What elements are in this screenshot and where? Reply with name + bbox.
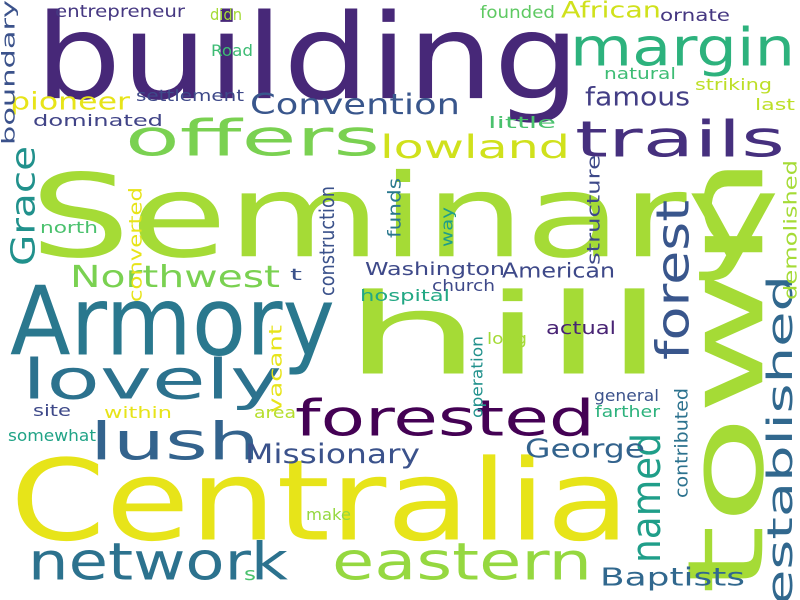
word-settlement: settlement: [136, 87, 244, 106]
word-ornate: ornate: [660, 6, 730, 26]
word-construction: construction: [315, 186, 340, 296]
word-structure: structure: [583, 155, 605, 265]
word-network: network: [28, 532, 288, 593]
word-funds: funds: [384, 178, 406, 238]
word-last: last: [755, 96, 795, 115]
word-founded: founded: [480, 3, 555, 23]
word-road: Road: [211, 42, 253, 61]
word-african: African: [561, 0, 661, 24]
word-hospital: hospital: [360, 287, 450, 306]
word-dominated: dominated: [33, 112, 163, 131]
word-building: building: [35, 0, 580, 127]
word-demolished: demolished: [780, 160, 800, 300]
word-trails: trails: [575, 110, 785, 169]
word-s: s: [244, 563, 256, 585]
word-natural: natural: [604, 65, 676, 84]
word-north: north: [40, 219, 98, 238]
word-farther: farther: [595, 403, 660, 422]
word-entrepreneur: entrepreneur: [55, 2, 185, 22]
word-site: site: [33, 402, 71, 421]
word-area: area: [254, 404, 296, 423]
word-make: make: [306, 506, 351, 525]
word-little: little: [488, 114, 556, 133]
word-established: established: [759, 275, 800, 600]
word-forested: forested: [295, 389, 595, 448]
word-pioneer: pioneer: [10, 88, 130, 116]
word-grace: Grace: [4, 146, 43, 266]
word-long: long: [487, 330, 527, 349]
word-northwest: Northwest: [70, 259, 280, 295]
word-lovely: lovely: [22, 348, 282, 413]
word-general: general: [594, 387, 659, 406]
word-vacant: vacant: [265, 325, 287, 413]
word-within: within: [104, 404, 172, 423]
word-lush: lush: [90, 412, 260, 473]
word-boundary: boundary: [0, 0, 20, 146]
word-t: t: [290, 266, 302, 285]
word-armory: Armory: [10, 267, 335, 378]
word-church: church: [432, 277, 495, 296]
word-eastern: eastern: [332, 532, 592, 593]
word-converted: converted: [125, 187, 147, 302]
word-missionary: Missionary: [245, 438, 420, 470]
word-way: way: [438, 207, 457, 247]
word-american: American: [502, 260, 615, 284]
word-seminary: Seminary: [30, 150, 780, 285]
word-forest: forest: [646, 200, 700, 360]
word-offers: offers: [125, 109, 380, 168]
word-contributed: contributed: [671, 388, 693, 498]
word-baptists: Baptists: [600, 563, 745, 592]
word-convention: Convention: [250, 89, 460, 122]
word-hill: hill: [343, 269, 665, 401]
word-operation: operation: [468, 336, 487, 418]
word-didn: didn: [210, 6, 242, 25]
word-george: George: [525, 433, 645, 464]
word-margin: margin: [570, 17, 795, 79]
word-washington: Washington: [365, 258, 505, 280]
word-somewhat: somewhat: [8, 427, 96, 446]
word-famous: famous: [585, 81, 690, 112]
word-actual: actual: [546, 317, 616, 339]
word-lowland: lowland: [380, 129, 570, 167]
word-striking: striking: [695, 76, 772, 95]
word-centralia: Centralia: [10, 435, 630, 567]
